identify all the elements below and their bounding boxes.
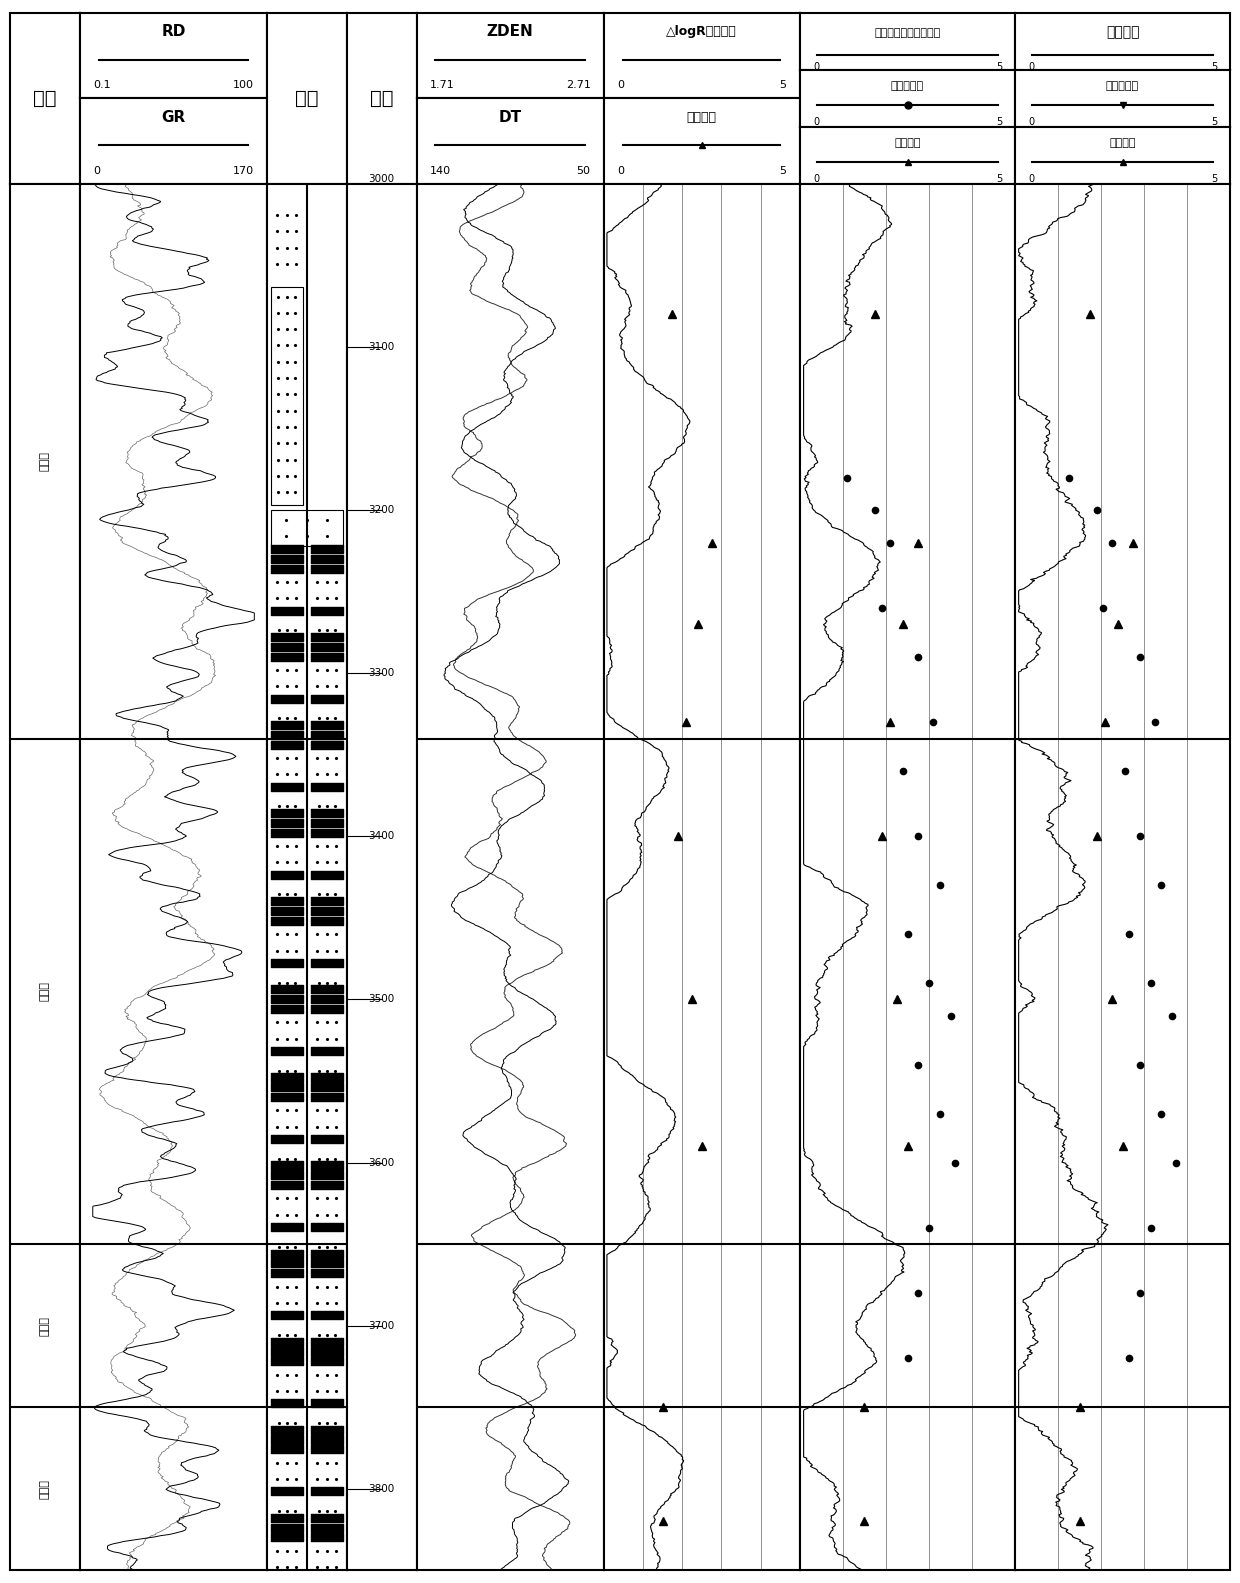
Text: 回归样品点: 回归样品点 bbox=[1106, 81, 1140, 90]
Text: 0: 0 bbox=[1028, 174, 1034, 185]
Text: 0: 0 bbox=[618, 166, 625, 176]
Text: 验证数据: 验证数据 bbox=[894, 138, 921, 147]
Text: 3600: 3600 bbox=[368, 1157, 394, 1168]
Text: 5: 5 bbox=[996, 174, 1002, 185]
Text: 0: 0 bbox=[618, 81, 625, 90]
Text: 5: 5 bbox=[1211, 117, 1218, 127]
Text: GR: GR bbox=[161, 109, 186, 125]
Bar bbox=[272, 287, 303, 505]
Text: 发觉方法: 发觉方法 bbox=[1106, 25, 1140, 40]
Text: 验证数据: 验证数据 bbox=[1110, 138, 1136, 147]
Text: 5: 5 bbox=[1211, 174, 1218, 185]
Text: ZDEN: ZDEN bbox=[487, 24, 533, 40]
Text: 3800: 3800 bbox=[368, 1483, 394, 1494]
Text: 3400: 3400 bbox=[368, 831, 394, 842]
Text: RD: RD bbox=[161, 24, 186, 40]
Text: 0: 0 bbox=[813, 62, 818, 71]
Text: 5: 5 bbox=[1211, 62, 1218, 71]
Text: 多元回归方程预测方法: 多元回归方程预测方法 bbox=[874, 27, 941, 38]
Text: 地层: 地层 bbox=[33, 89, 57, 108]
Text: 5: 5 bbox=[996, 117, 1002, 127]
Text: 0: 0 bbox=[813, 174, 818, 185]
Text: 深度: 深度 bbox=[370, 89, 393, 108]
Text: 岩性: 岩性 bbox=[295, 89, 319, 108]
Text: 100: 100 bbox=[233, 81, 254, 90]
Text: 0: 0 bbox=[813, 117, 818, 127]
Text: 3200: 3200 bbox=[368, 505, 394, 514]
Text: 3500: 3500 bbox=[368, 994, 394, 1005]
Text: 3700: 3700 bbox=[368, 1320, 394, 1331]
Text: 170: 170 bbox=[233, 166, 254, 176]
Text: 沙一组: 沙一组 bbox=[40, 1315, 50, 1336]
Bar bbox=[272, 510, 342, 546]
Text: 沙四组: 沙四组 bbox=[40, 981, 50, 1002]
Text: 回归样品点: 回归样品点 bbox=[892, 81, 924, 90]
Text: 0: 0 bbox=[1028, 62, 1034, 71]
Text: 沙三组: 沙三组 bbox=[40, 451, 50, 472]
Text: 0: 0 bbox=[93, 166, 100, 176]
Text: 3300: 3300 bbox=[368, 668, 394, 678]
Text: 0: 0 bbox=[1028, 117, 1034, 127]
Text: 0.1: 0.1 bbox=[93, 81, 110, 90]
Text: 5: 5 bbox=[996, 62, 1002, 71]
Text: 140: 140 bbox=[430, 166, 451, 176]
Text: 3100: 3100 bbox=[368, 342, 394, 351]
Text: 验证数据: 验证数据 bbox=[687, 111, 717, 123]
Text: 沙二组: 沙二组 bbox=[40, 1479, 50, 1499]
Text: 3000: 3000 bbox=[368, 174, 394, 184]
Text: DT: DT bbox=[498, 109, 522, 125]
Text: 2.71: 2.71 bbox=[565, 81, 590, 90]
Text: △logR预测方法: △logR预测方法 bbox=[666, 25, 738, 38]
Text: 1.71: 1.71 bbox=[430, 81, 455, 90]
Text: 5: 5 bbox=[779, 81, 786, 90]
Text: 50: 50 bbox=[577, 166, 590, 176]
Text: 5: 5 bbox=[779, 166, 786, 176]
